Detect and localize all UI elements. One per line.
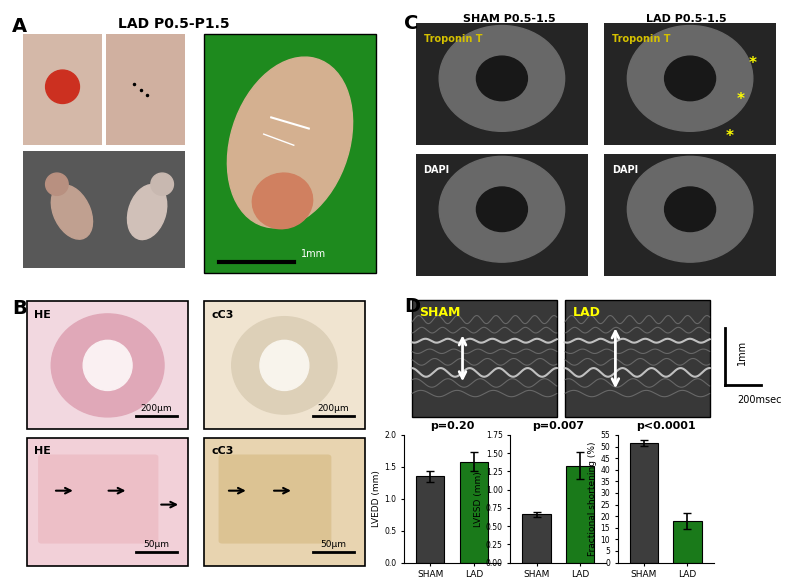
Text: C: C — [404, 14, 418, 34]
Bar — [203, 34, 377, 273]
Y-axis label: LVESD (mm): LVESD (mm) — [474, 471, 483, 527]
Ellipse shape — [627, 26, 753, 131]
Ellipse shape — [665, 56, 715, 101]
Text: SHAM P0.5-1.5: SHAM P0.5-1.5 — [463, 14, 556, 24]
Text: HE: HE — [34, 446, 51, 456]
Bar — [27, 302, 189, 429]
Text: Troponin T: Troponin T — [612, 34, 670, 44]
FancyBboxPatch shape — [218, 455, 331, 543]
Bar — [23, 34, 102, 145]
Ellipse shape — [151, 173, 174, 195]
Y-axis label: LVEDD (mm): LVEDD (mm) — [373, 470, 382, 527]
Bar — [412, 300, 557, 417]
Text: 200μm: 200μm — [141, 404, 172, 413]
Text: LAD: LAD — [573, 306, 600, 319]
Ellipse shape — [51, 185, 93, 239]
Bar — [674, 521, 702, 563]
Text: LAD P0.5-1.5: LAD P0.5-1.5 — [646, 14, 726, 24]
Ellipse shape — [127, 184, 166, 240]
Text: *: * — [749, 56, 757, 71]
Bar — [203, 302, 365, 429]
Text: SHAM: SHAM — [420, 306, 461, 319]
Ellipse shape — [260, 340, 309, 390]
Text: A: A — [12, 17, 27, 36]
Text: Troponin T: Troponin T — [423, 34, 482, 44]
Ellipse shape — [51, 314, 164, 417]
Bar — [565, 300, 710, 417]
Ellipse shape — [439, 26, 565, 131]
FancyBboxPatch shape — [38, 455, 158, 543]
Text: HE: HE — [34, 310, 51, 320]
Text: cC3: cC3 — [211, 310, 234, 320]
Text: 200μm: 200μm — [318, 404, 349, 413]
Bar — [416, 154, 588, 276]
Text: *: * — [726, 129, 734, 143]
Ellipse shape — [232, 317, 337, 414]
Ellipse shape — [477, 56, 527, 101]
Text: 1mm: 1mm — [737, 339, 747, 364]
Bar — [106, 34, 185, 145]
Text: 1mm: 1mm — [302, 249, 326, 259]
Text: cC3: cC3 — [211, 446, 234, 456]
Text: DAPI: DAPI — [612, 165, 638, 175]
Ellipse shape — [627, 157, 753, 262]
Bar — [604, 23, 776, 145]
Bar — [203, 438, 365, 566]
Ellipse shape — [83, 340, 132, 390]
Bar — [23, 151, 185, 268]
Title: p<0.0001: p<0.0001 — [636, 422, 695, 432]
Ellipse shape — [477, 187, 527, 231]
Text: 50μm: 50μm — [320, 540, 346, 549]
Bar — [460, 462, 488, 563]
Bar — [27, 438, 189, 566]
Ellipse shape — [227, 57, 353, 228]
Bar — [416, 23, 588, 145]
Bar — [416, 477, 444, 563]
Ellipse shape — [439, 157, 565, 262]
Text: D: D — [404, 297, 420, 316]
Ellipse shape — [665, 187, 715, 231]
Text: 50μm: 50μm — [143, 540, 170, 549]
Ellipse shape — [46, 173, 68, 195]
Y-axis label: Fractional shortening (%): Fractional shortening (%) — [589, 441, 598, 556]
Title: p=0.20: p=0.20 — [430, 422, 474, 432]
Bar — [566, 466, 594, 563]
Bar — [604, 154, 776, 276]
Bar — [522, 514, 550, 563]
Text: DAPI: DAPI — [423, 165, 450, 175]
Text: 200msec: 200msec — [737, 396, 782, 405]
Ellipse shape — [252, 173, 313, 229]
Text: B: B — [12, 299, 26, 318]
Text: *: * — [737, 92, 745, 107]
Bar — [630, 443, 658, 563]
Text: LAD P0.5-P1.5: LAD P0.5-P1.5 — [118, 17, 230, 31]
Ellipse shape — [46, 70, 79, 103]
Title: p=0.007: p=0.007 — [533, 422, 584, 432]
